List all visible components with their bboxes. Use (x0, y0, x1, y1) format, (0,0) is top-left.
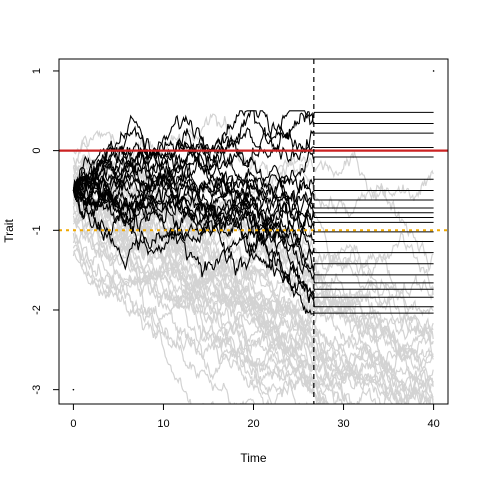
reference-lines (59, 59, 448, 404)
y-tick-label: -2 (31, 305, 43, 315)
highlighted-trajectories (72, 110, 315, 315)
y-axis-label: Trait (2, 219, 16, 243)
x-tick-label: 0 (70, 418, 76, 430)
x-axis: 0 10 20 30 40 (70, 403, 440, 430)
highlighted-trajectory (72, 167, 315, 301)
background-trajectory (72, 181, 398, 404)
background-trajectory (72, 244, 398, 404)
highlighted-trajectory (72, 141, 315, 299)
background-trajectory (73, 190, 434, 341)
y-tick-label: -1 (31, 225, 43, 235)
background-trajectory (72, 246, 328, 404)
x-tick-label: 20 (247, 418, 259, 430)
background-trajectory (73, 188, 214, 404)
background-trajectory (72, 228, 270, 404)
y-axis: -3 -2 -1 0 1 (31, 68, 60, 395)
background-trajectory (72, 164, 329, 404)
highlighted-trajectory (72, 171, 315, 315)
x-tick-label: 10 (157, 418, 169, 430)
x-tick-label: 40 (427, 418, 439, 430)
highlighted-trajectory (72, 110, 315, 195)
outlier-point (432, 70, 435, 72)
outlier-points (72, 70, 435, 391)
y-tick-label: 1 (31, 68, 43, 74)
highlighted-trajectory (73, 179, 315, 271)
highlighted-trajectory (72, 110, 315, 224)
highlighted-trajectory (73, 159, 315, 283)
background-trajectory (72, 191, 434, 404)
x-tick-label: 30 (337, 418, 349, 430)
background-trajectory (72, 211, 434, 374)
highlighted-trajectory (72, 114, 315, 276)
extension-lines (313, 111, 434, 314)
y-tick-label: -3 (31, 385, 43, 395)
highlighted-trajectory (72, 146, 315, 278)
background-trajectory (72, 113, 434, 273)
highlighted-trajectory (73, 165, 315, 254)
background-trajectory (72, 173, 343, 404)
y-tick-label: 0 (31, 148, 43, 154)
background-trajectory (72, 198, 256, 404)
x-axis-label: Time (240, 451, 267, 465)
outlier-point (72, 388, 75, 391)
highlighted-trajectory (72, 146, 315, 231)
